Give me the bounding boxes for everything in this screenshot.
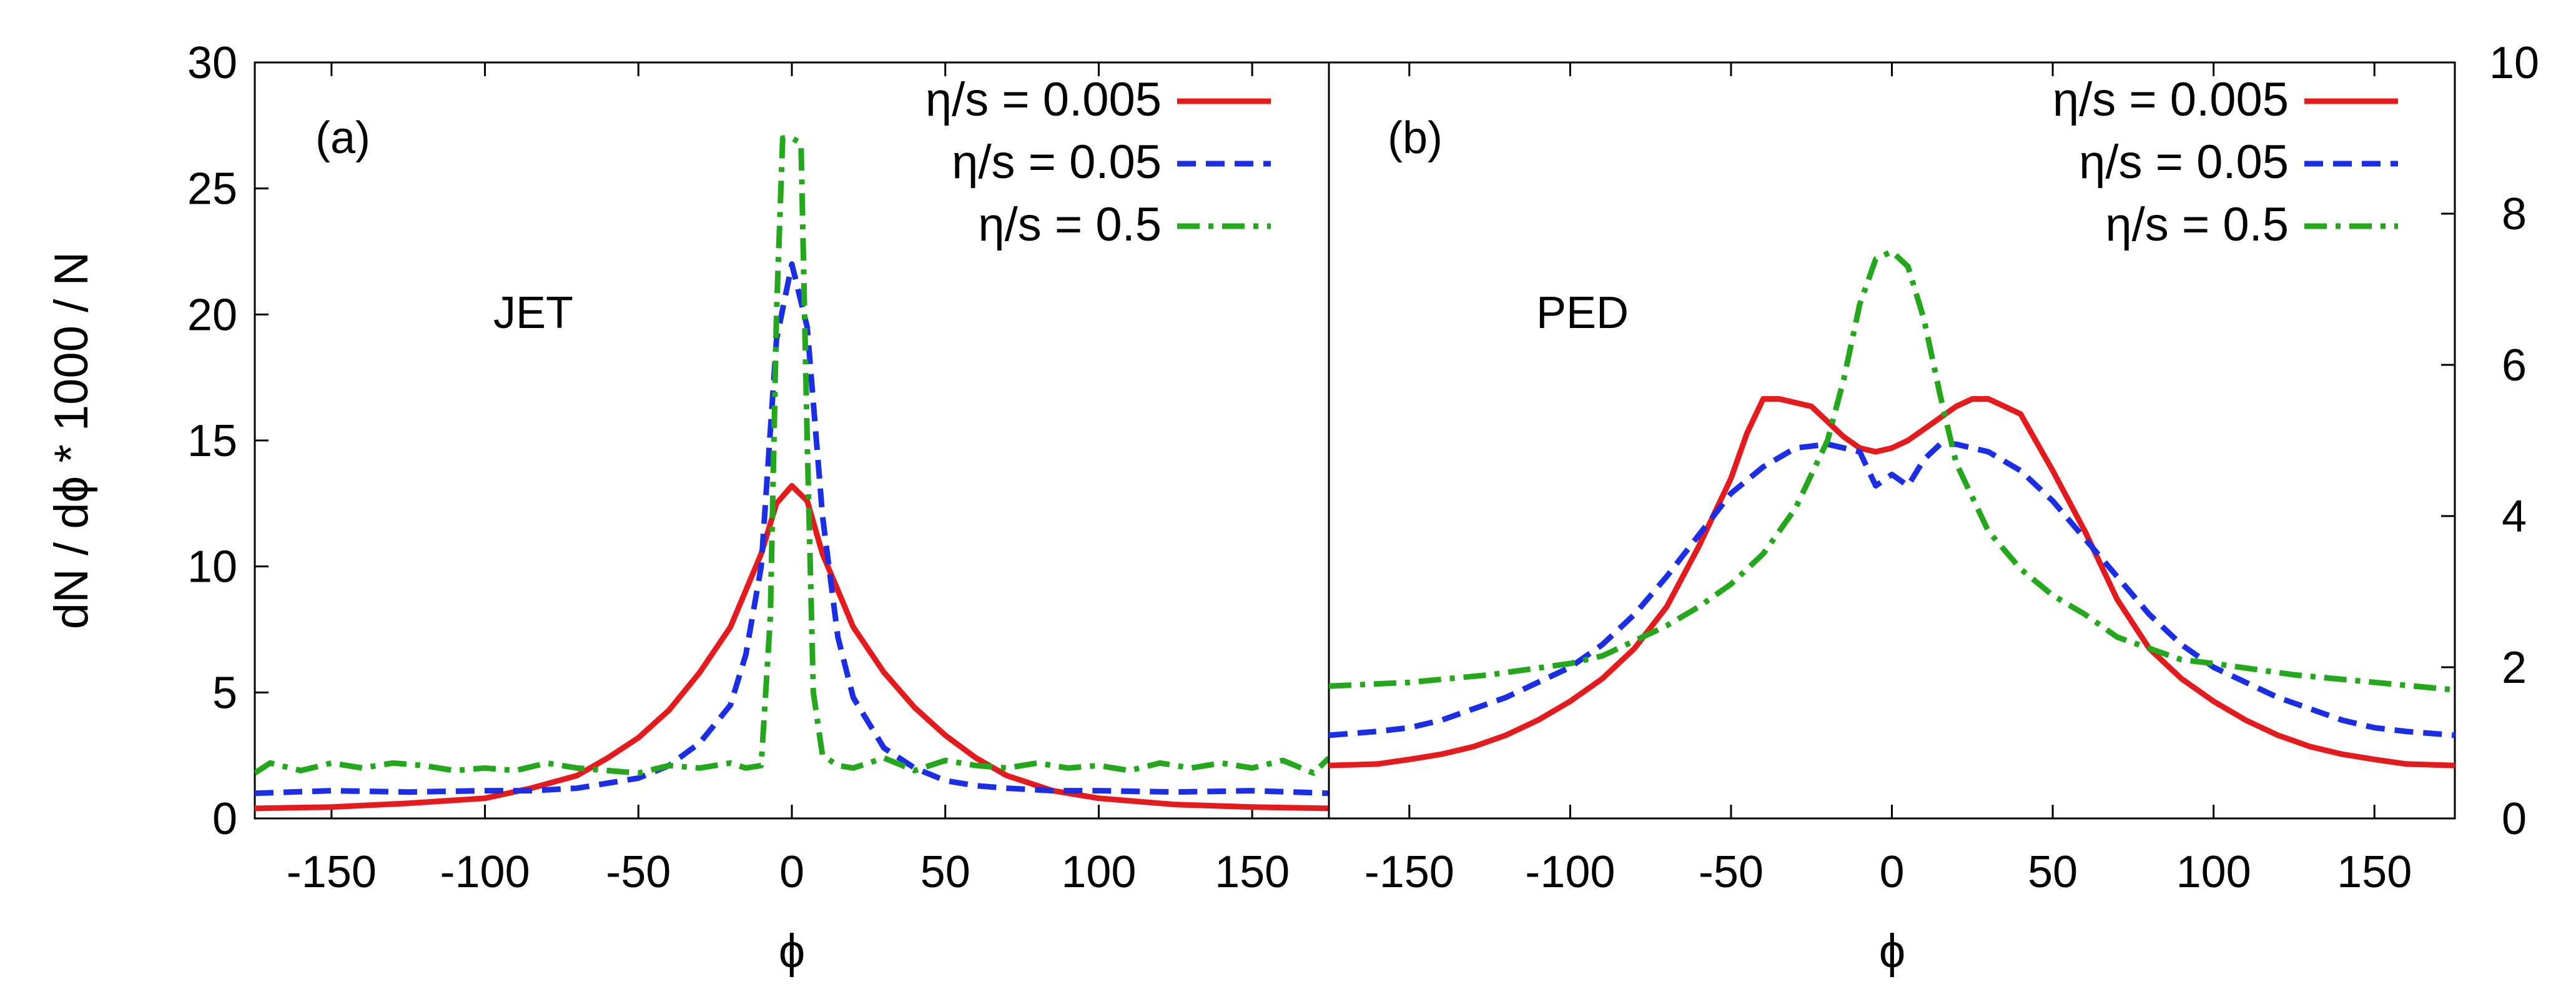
legend-label: η/s = 0.05 xyxy=(952,136,1162,189)
y-tick-label: 6 xyxy=(2502,340,2527,390)
x-tick-label: -50 xyxy=(606,847,671,897)
y-tick-label: 5 xyxy=(212,668,237,718)
legend-item: η/s = 0.05 xyxy=(2079,136,2398,189)
x-tick-label: -50 xyxy=(1699,847,1764,897)
legend-label: η/s = 0.5 xyxy=(978,198,1162,251)
y-tick-label: 8 xyxy=(2502,189,2527,239)
y-tick-label: 20 xyxy=(187,290,237,340)
x-tick-label: -100 xyxy=(1525,847,1615,897)
series-line xyxy=(255,261,1329,797)
x-tick-label: 150 xyxy=(2337,847,2412,897)
legend-item: η/s = 0.005 xyxy=(2053,73,2398,126)
legend-item: η/s = 0.5 xyxy=(2105,198,2398,251)
series-line xyxy=(1329,396,2455,768)
y-tick-label: 0 xyxy=(212,794,237,844)
panel-label-b: (b) xyxy=(1388,113,1443,163)
annotation-jet: JET xyxy=(493,288,573,338)
panel-b: ϕ (b) PED -150 -100 -50 0 50 100 150 0 2 4 6 8 10 η… xyxy=(1328,38,2539,978)
y-ticks-b: 0 2 4 6 8 10 xyxy=(2441,38,2539,844)
x-tick-label: -150 xyxy=(1364,847,1454,897)
plot-frame-a xyxy=(254,61,1330,820)
y-tick-label: 10 xyxy=(2489,38,2539,88)
y-axis-title: dN / dϕ * 1000 / N xyxy=(45,252,98,629)
y-tick-label: 10 xyxy=(187,542,237,592)
y-tick-label: 2 xyxy=(2502,643,2527,693)
x-tick-label: 50 xyxy=(2028,847,2078,897)
x-tick-label: -150 xyxy=(287,847,377,897)
y-tick-label: 15 xyxy=(187,416,237,466)
x-ticks-a: -150 -100 -50 0 50 100 150 xyxy=(287,62,1290,897)
y-tick-label: 4 xyxy=(2502,492,2527,542)
y-tick-label: 25 xyxy=(187,164,237,214)
y-tick-label: 30 xyxy=(187,38,237,88)
x-tick-label: 0 xyxy=(779,847,804,897)
x-tick-label: 0 xyxy=(1879,847,1904,897)
legend-item: η/s = 0.05 xyxy=(952,136,1271,189)
legend-a: η/s = 0.005 η/s = 0.05 η/s = 0.5 xyxy=(925,73,1271,251)
legend-label: η/s = 0.05 xyxy=(2079,136,2289,189)
series-b xyxy=(1329,249,2455,768)
series-line xyxy=(255,483,1329,812)
y-ticks-a: 0 5 10 15 20 25 30 xyxy=(187,38,269,844)
legend-item: η/s = 0.005 xyxy=(925,73,1271,126)
legend-label: η/s = 0.5 xyxy=(2105,198,2289,251)
panel-a: dN / dϕ * 1000 / N ϕ (a) JET -150 -100 -50… xyxy=(45,38,1330,978)
series-line xyxy=(1329,249,2455,693)
legend-item: η/s = 0.5 xyxy=(978,198,1271,251)
annotation-ped: PED xyxy=(1536,288,1629,338)
x-axis-title-a: ϕ xyxy=(779,925,806,978)
legend-label: η/s = 0.005 xyxy=(925,73,1162,126)
series-line xyxy=(255,135,1329,776)
series-line xyxy=(1329,441,2455,738)
x-tick-label: 50 xyxy=(920,847,970,897)
panel-label-a: (a) xyxy=(315,113,370,163)
x-tick-label: 100 xyxy=(1061,847,1136,897)
x-ticks-b: -150 -100 -50 0 50 100 150 xyxy=(1364,62,2412,897)
x-tick-label: -100 xyxy=(440,847,530,897)
x-axis-title-b: ϕ xyxy=(1879,925,1906,978)
x-tick-label: 150 xyxy=(1215,847,1290,897)
y-tick-label: 0 xyxy=(2502,794,2527,844)
series-a xyxy=(255,135,1329,812)
legend-b: η/s = 0.005 η/s = 0.05 η/s = 0.5 xyxy=(2053,73,2398,251)
legend-label: η/s = 0.005 xyxy=(2053,73,2289,126)
x-tick-label: 100 xyxy=(2176,847,2251,897)
